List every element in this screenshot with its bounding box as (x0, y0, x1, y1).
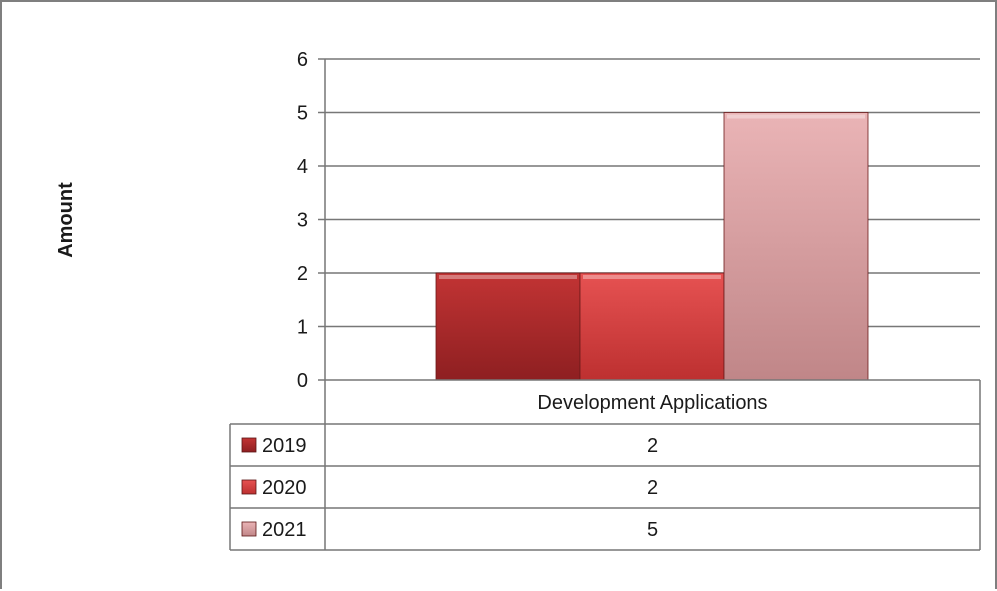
y-tick-label: 3 (297, 210, 308, 232)
bar-highlight (439, 275, 577, 279)
y-tick-label: 1 (297, 317, 308, 339)
legend-key-2021 (241, 521, 257, 537)
bar-highlight (583, 275, 721, 279)
legend-label: 2020 (262, 477, 307, 499)
y-axis: 0 1 2 3 4 5 6 (297, 49, 326, 392)
bar-2019 (435, 272, 581, 381)
bars (435, 112, 869, 381)
gridlines (325, 58, 980, 328)
legend-key-2020 (241, 479, 257, 495)
data-value-label: 2 (647, 477, 658, 499)
y-tick-label: 6 (297, 49, 308, 71)
legend-label: 2021 (262, 519, 307, 541)
bar-2020 (579, 272, 725, 381)
x-category-label: Development Applications (537, 392, 767, 414)
data-value-label: 2 (647, 435, 658, 457)
bar-highlight (727, 114, 865, 119)
legend-key-2019 (241, 437, 257, 453)
data-value-label: 5 (647, 519, 658, 541)
y-tick-label: 2 (297, 263, 308, 285)
y-tick-label: 0 (297, 370, 308, 392)
data-table: Development Applications 2019 2 2020 2 2021 5 (229, 379, 981, 551)
y-tick-label: 5 (297, 103, 308, 125)
bar-2021 (723, 112, 869, 381)
y-axis-title: Amount (55, 182, 77, 258)
legend-label: 2019 (262, 435, 307, 457)
y-tick-label: 4 (297, 156, 308, 178)
